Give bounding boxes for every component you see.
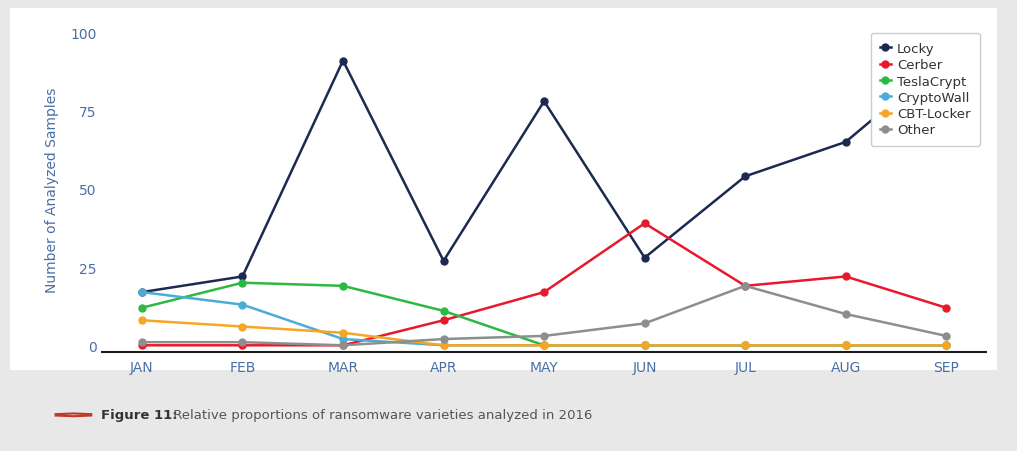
CBT-Locker	[437, 343, 450, 348]
TeslaCrypt	[840, 343, 852, 348]
Locky	[639, 255, 651, 261]
Other	[840, 312, 852, 317]
Locky	[940, 55, 952, 61]
Line: Other: Other	[138, 283, 950, 349]
Other	[437, 336, 450, 342]
CryptoWall	[739, 343, 752, 348]
CBT-Locker	[639, 343, 651, 348]
Locky	[538, 99, 550, 105]
CBT-Locker	[940, 343, 952, 348]
Line: Cerber: Cerber	[138, 220, 950, 349]
Other	[337, 343, 349, 348]
CBT-Locker	[840, 343, 852, 348]
Cerber	[437, 318, 450, 323]
Locky	[739, 174, 752, 179]
Other	[538, 333, 550, 339]
Line: CryptoWall: CryptoWall	[138, 289, 950, 349]
Cerber	[840, 274, 852, 280]
CryptoWall	[136, 290, 148, 295]
Line: Locky: Locky	[138, 55, 950, 296]
Text: Relative proportions of ransomware varieties analyzed in 2016: Relative proportions of ransomware varie…	[169, 409, 592, 421]
Cerber	[136, 343, 148, 348]
Other	[136, 340, 148, 345]
CryptoWall	[337, 336, 349, 342]
Other	[639, 321, 651, 327]
Cerber	[739, 284, 752, 289]
CryptoWall	[236, 302, 248, 308]
CryptoWall	[437, 343, 450, 348]
TeslaCrypt	[236, 281, 248, 286]
TeslaCrypt	[940, 343, 952, 348]
Line: CBT-Locker: CBT-Locker	[138, 317, 950, 349]
CBT-Locker	[739, 343, 752, 348]
Other	[739, 284, 752, 289]
Locky	[840, 140, 852, 145]
CBT-Locker	[136, 318, 148, 323]
Cerber	[940, 305, 952, 311]
TeslaCrypt	[639, 343, 651, 348]
CBT-Locker	[538, 343, 550, 348]
Cerber	[639, 221, 651, 226]
TeslaCrypt	[337, 284, 349, 289]
CryptoWall	[538, 343, 550, 348]
CryptoWall	[940, 343, 952, 348]
Line: TeslaCrypt: TeslaCrypt	[138, 280, 950, 349]
Cerber	[236, 343, 248, 348]
CryptoWall	[639, 343, 651, 348]
Other	[940, 333, 952, 339]
Text: Figure 11:: Figure 11:	[102, 409, 178, 421]
Locky	[236, 274, 248, 280]
Locky	[136, 290, 148, 295]
CBT-Locker	[337, 330, 349, 336]
TeslaCrypt	[538, 343, 550, 348]
TeslaCrypt	[437, 308, 450, 314]
TeslaCrypt	[739, 343, 752, 348]
Cerber	[538, 290, 550, 295]
TeslaCrypt	[136, 305, 148, 311]
Cerber	[337, 343, 349, 348]
Locky	[437, 258, 450, 264]
Legend: Locky, Cerber, TeslaCrypt, CryptoWall, CBT-Locker, Other: Locky, Cerber, TeslaCrypt, CryptoWall, C…	[871, 34, 980, 147]
Y-axis label: Number of Analyzed Samples: Number of Analyzed Samples	[46, 87, 59, 292]
CBT-Locker	[236, 324, 248, 330]
Other	[236, 340, 248, 345]
CryptoWall	[840, 343, 852, 348]
Locky	[337, 59, 349, 64]
